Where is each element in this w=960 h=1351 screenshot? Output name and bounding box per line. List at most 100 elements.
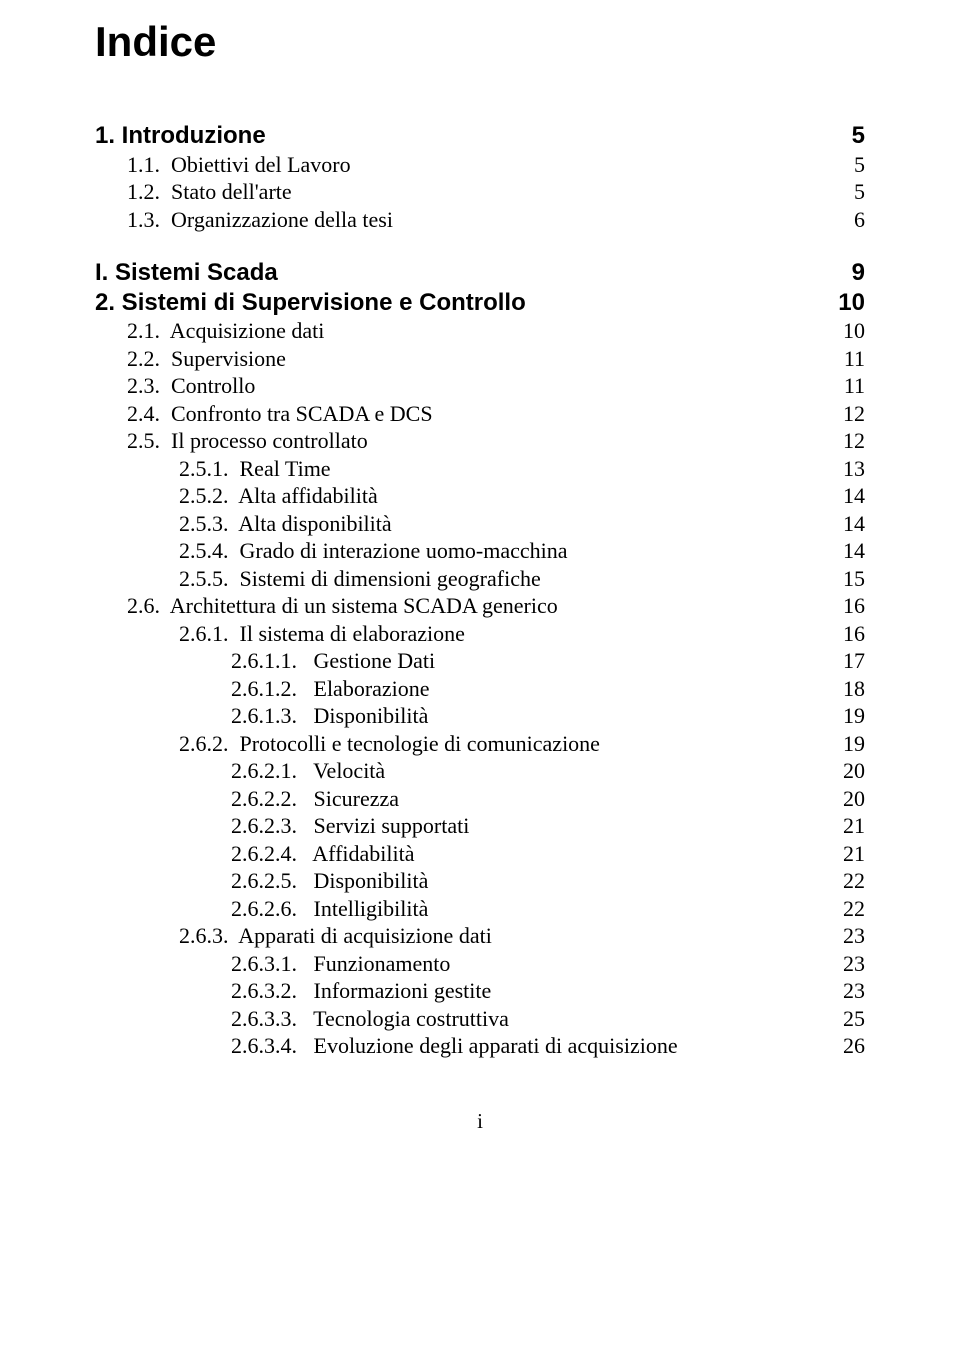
toc-entry-page: 5 [817, 124, 865, 148]
toc-entry-label: 2.6.3. Apparati di acquisizione dati [179, 925, 497, 947]
toc-entry: I. Sistemi Scada 9 [95, 261, 865, 285]
toc-entry-page: 20 [817, 760, 865, 782]
toc-entry-page: 21 [817, 843, 865, 865]
toc-entry-label: 2.2. Supervisione [127, 348, 291, 370]
toc-entry-label: 2.6.1.1. Gestione Dati [231, 650, 441, 672]
toc-entry-label: 2.6.2.5. Disponibilità [231, 870, 434, 892]
toc-entry-label: 2.1. Acquisizione dati [127, 320, 330, 342]
toc-entry: 2.6.3.2. Informazioni gestite 23 [95, 980, 865, 1002]
toc-entry: 1.3. Organizzazione della tesi 6 [95, 209, 865, 231]
toc-entry-page: 14 [817, 540, 865, 562]
toc-entry-page: 13 [817, 458, 865, 480]
toc-entry-label: 2.5.3. Alta disponibilità [179, 513, 397, 535]
toc-entry-page: 23 [817, 980, 865, 1002]
toc-entry: 2.6.3.1. Funzionamento 23 [95, 953, 865, 975]
toc-entry: 2.6.2.1. Velocità 20 [95, 760, 865, 782]
toc-entry-page: 9 [817, 261, 865, 285]
toc-entry-page: 17 [817, 650, 865, 672]
toc-entry-page: 10 [817, 291, 865, 315]
toc-entry: 2.6.2.4. Affidabilità 21 [95, 843, 865, 865]
toc-entry-page: 14 [817, 513, 865, 535]
toc-entry-page: 15 [817, 568, 865, 590]
toc-entry-page: 20 [817, 788, 865, 810]
toc-entry: 2.5.4. Grado di interazione uomo-macchin… [95, 540, 865, 562]
table-of-contents: 1. Introduzione 51.1. Obiettivi del Lavo… [95, 124, 865, 1057]
toc-entry-label: 2.5.1. Real Time [179, 458, 336, 480]
toc-entry-page: 22 [817, 870, 865, 892]
toc-entry: 2.5. Il processo controllato 12 [95, 430, 865, 452]
toc-entry-label: 2.6.3.2. Informazioni gestite [231, 980, 497, 1002]
toc-entry-label: 2.6. Architettura di un sistema SCADA ge… [127, 595, 563, 617]
toc-entry: 2.3. Controllo 11 [95, 375, 865, 397]
toc-entry: 2.5.5. Sistemi di dimensioni geografiche… [95, 568, 865, 590]
toc-entry-label: 2.6.1. Il sistema di elaborazione [179, 623, 470, 645]
toc-entry: 2.6.1.1. Gestione Dati 17 [95, 650, 865, 672]
toc-entry-page: 23 [817, 925, 865, 947]
toc-entry-page: 19 [817, 705, 865, 727]
page-title: Indice [95, 18, 865, 66]
toc-entry: 1.1. Obiettivi del Lavoro 5 [95, 154, 865, 176]
toc-entry-label: 2.5.4. Grado di interazione uomo-macchin… [179, 540, 573, 562]
toc-entry: 1.2. Stato dell'arte 5 [95, 181, 865, 203]
toc-entry-page: 11 [817, 348, 865, 370]
toc-entry: 2.6.1. Il sistema di elaborazione 16 [95, 623, 865, 645]
toc-entry-page: 10 [817, 320, 865, 342]
toc-entry-label: 2.3. Controllo [127, 375, 261, 397]
toc-entry-label: 2.6.1.2. Elaborazione [231, 678, 435, 700]
toc-entry-page: 5 [817, 154, 865, 176]
toc-entry-label: 1. Introduzione [95, 124, 272, 148]
toc-entry: 2.5.1. Real Time 13 [95, 458, 865, 480]
toc-entry-page: 11 [817, 375, 865, 397]
toc-entry-label: 2.6.1.3. Disponibilità [231, 705, 434, 727]
toc-entry-page: 16 [817, 595, 865, 617]
toc-entry-label: 2.6.2. Protocolli e tecnologie di comuni… [179, 733, 605, 755]
toc-entry-label: 2.6.2.6. Intelligibilità [231, 898, 434, 920]
page-number-footer: i [95, 1109, 865, 1134]
toc-entry-page: 6 [817, 209, 865, 231]
toc-entry-label: 2.6.3.4. Evoluzione degli apparati di ac… [231, 1035, 683, 1057]
toc-entry-page: 16 [817, 623, 865, 645]
toc-entry: 1. Introduzione 5 [95, 124, 865, 148]
toc-entry: 2.6.1.3. Disponibilità 19 [95, 705, 865, 727]
toc-entry-page: 22 [817, 898, 865, 920]
toc-entry: 2.5.2. Alta affidabilità 14 [95, 485, 865, 507]
toc-entry-label: 2.6.2.2. Sicurezza [231, 788, 405, 810]
toc-entry-label: 2.5. Il processo controllato [127, 430, 373, 452]
toc-entry-label: 2.6.2.1. Velocità [231, 760, 391, 782]
toc-entry: 2.6.2. Protocolli e tecnologie di comuni… [95, 733, 865, 755]
toc-entry-label: 2.6.3.1. Funzionamento [231, 953, 456, 975]
toc-entry-page: 23 [817, 953, 865, 975]
toc-entry-label: 2.6.2.3. Servizi supportati [231, 815, 475, 837]
toc-entry-page: 12 [817, 430, 865, 452]
toc-entry: 2.6.2.6. Intelligibilità 22 [95, 898, 865, 920]
toc-entry: 2.1. Acquisizione dati 10 [95, 320, 865, 342]
toc-entry: 2.6.3. Apparati di acquisizione dati 23 [95, 925, 865, 947]
toc-entry-label: 2.5.5. Sistemi di dimensioni geografiche [179, 568, 546, 590]
toc-entry-label: 1.2. Stato dell'arte [127, 181, 297, 203]
toc-entry-label: 2.4. Confronto tra SCADA e DCS [127, 403, 438, 425]
toc-entry-page: 19 [817, 733, 865, 755]
toc-entry: 2.2. Supervisione 11 [95, 348, 865, 370]
toc-entry-page: 25 [817, 1008, 865, 1030]
toc-entry-page: 18 [817, 678, 865, 700]
toc-entry: 2.6.3.4. Evoluzione degli apparati di ac… [95, 1035, 865, 1057]
toc-entry-label: 2.5.2. Alta affidabilità [179, 485, 383, 507]
toc-entry: 2.5.3. Alta disponibilità 14 [95, 513, 865, 535]
toc-entry: 2.6.1.2. Elaborazione 18 [95, 678, 865, 700]
toc-entry-label: 2.6.3.3. Tecnologia costruttiva [231, 1008, 514, 1030]
toc-entry: 2.4. Confronto tra SCADA e DCS 12 [95, 403, 865, 425]
toc-entry: 2.6.2.3. Servizi supportati 21 [95, 815, 865, 837]
toc-entry-label: 2.6.2.4. Affidabilità [231, 843, 420, 865]
toc-entry: 2. Sistemi di Supervisione e Controllo 1… [95, 291, 865, 315]
toc-entry-page: 21 [817, 815, 865, 837]
toc-entry-label: 2. Sistemi di Supervisione e Controllo [95, 291, 532, 315]
toc-entry: 2.6.2.2. Sicurezza 20 [95, 788, 865, 810]
toc-entry-label: I. Sistemi Scada [95, 261, 284, 285]
toc-entry: 2.6.2.5. Disponibilità 22 [95, 870, 865, 892]
toc-entry-label: 1.3. Organizzazione della tesi [127, 209, 398, 231]
toc-entry-page: 26 [817, 1035, 865, 1057]
toc-entry-page: 14 [817, 485, 865, 507]
toc-entry-page: 12 [817, 403, 865, 425]
toc-entry-page: 5 [817, 181, 865, 203]
toc-entry: 2.6.3.3. Tecnologia costruttiva 25 [95, 1008, 865, 1030]
